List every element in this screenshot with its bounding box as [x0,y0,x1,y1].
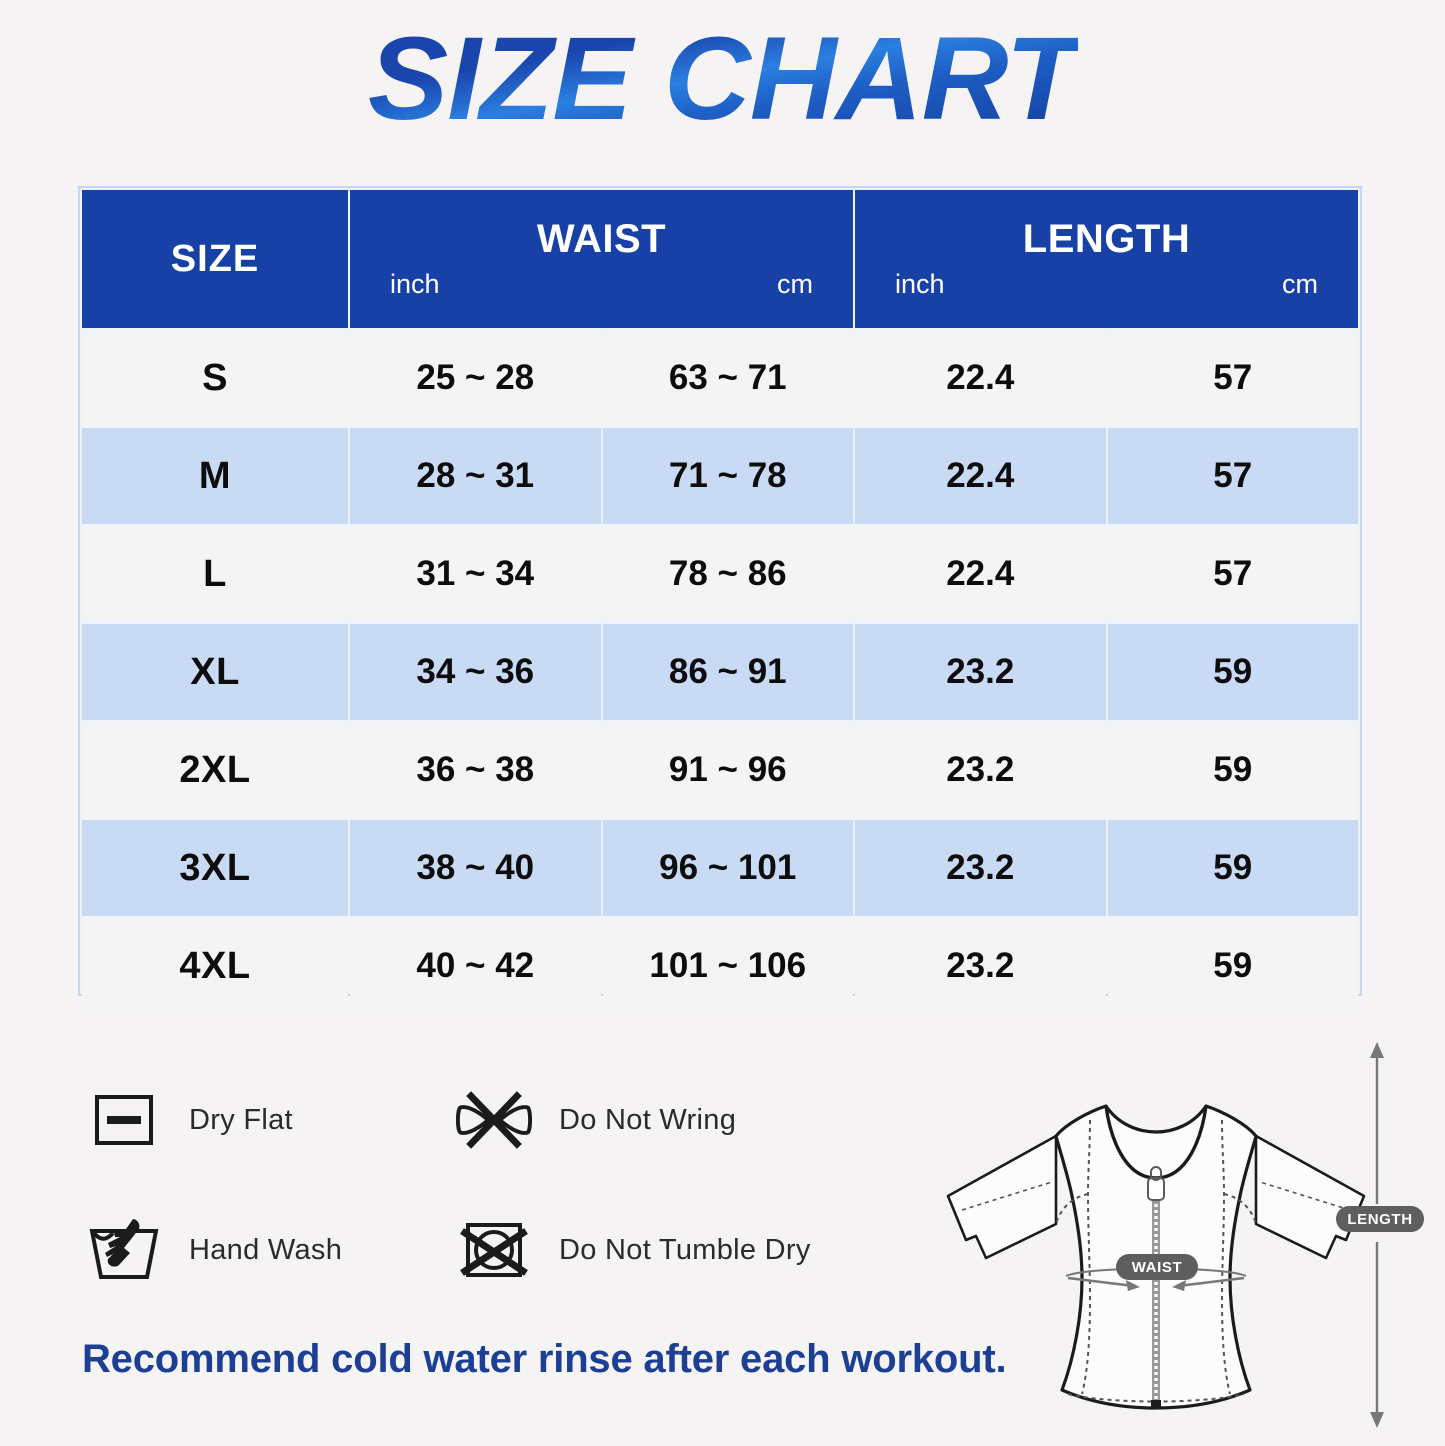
length-unit-cm: cm [1282,268,1318,299]
cell-length-cm: 57 [1107,330,1358,426]
care-item-hand-wash: Hand Wash [85,1211,455,1289]
cell-size: L [82,526,348,622]
zipper-stop [1151,1400,1161,1408]
zipper-pull [1147,1177,1165,1201]
care-note: Recommend cold water rinse after each wo… [82,1337,1007,1381]
right-armhole-seam [1223,1193,1257,1225]
care-item-dry-flat: Dry Flat [85,1081,455,1159]
cell-waist-cm: 91 ~ 96 [602,722,853,818]
cell-waist-cm: 101 ~ 106 [602,918,853,1014]
cell-waist-cm: 86 ~ 91 [602,624,853,720]
care-label-dry-flat: Dry Flat [189,1103,293,1136]
cell-waist-inch: 25 ~ 28 [350,330,601,426]
cell-waist-cm: 78 ~ 86 [602,526,853,622]
column-header-size: SIZE [82,190,348,328]
page-title: SIZE CHART [367,13,1079,145]
cell-length-inch: 23.2 [855,722,1106,818]
cell-length-cm: 59 [1107,918,1358,1014]
garment-illustration: WAIST LENGTH [938,1028,1438,1446]
size-chart-table-container: SIZE WAIST inch cm LENGTH inch cm [78,186,1362,1014]
left-armhole-seam [1055,1193,1089,1225]
waist-arrow-right-line [1177,1276,1245,1288]
column-header-length-label: LENGTH [1022,216,1191,261]
dry-flat-icon [85,1081,163,1159]
cell-size: M [82,428,348,524]
care-item-do-not-tumble-dry: Do Not Tumble Dry [455,1211,885,1289]
cell-length-cm: 57 [1107,526,1358,622]
hand-wash-icon [85,1211,163,1289]
cell-size: XL [82,624,348,720]
cell-waist-cm: 96 ~ 101 [602,820,853,916]
table-row: S 25 ~ 28 63 ~ 71 22.4 57 [82,330,1358,426]
waist-badge-label: WAIST [1132,1259,1183,1276]
cell-length-cm: 59 [1107,820,1358,916]
column-header-length: LENGTH inch cm [855,190,1358,328]
cell-waist-inch: 34 ~ 36 [350,624,601,720]
table-row: 3XL 38 ~ 40 96 ~ 101 23.2 59 [82,820,1358,916]
cell-length-inch: 22.4 [855,330,1106,426]
cell-length-inch: 22.4 [855,526,1106,622]
cell-size: 4XL [82,918,348,1014]
cell-size: 3XL [82,820,348,916]
care-instructions: Dry Flat Do Not Wring [85,1055,945,1315]
table-header-row: SIZE WAIST inch cm LENGTH inch cm [82,190,1358,328]
table-row: L 31 ~ 34 78 ~ 86 22.4 57 [82,526,1358,622]
left-seam [1081,1119,1092,1395]
cell-waist-inch: 40 ~ 42 [350,918,601,1014]
cell-size: S [82,330,348,426]
care-label-do-not-tumble-dry: Do Not Tumble Dry [559,1233,811,1266]
care-label-do-not-wring: Do Not Wring [559,1103,737,1136]
waist-units-row: inch cm [350,259,853,300]
waist-unit-inch: inch [390,268,440,299]
table-row: 2XL 36 ~ 38 91 ~ 96 23.2 59 [82,722,1358,818]
waist-arrow-right-head [1172,1280,1186,1291]
column-header-size-label: SIZE [170,237,260,280]
do-not-wring-icon [455,1081,533,1159]
cell-waist-cm: 63 ~ 71 [602,330,853,426]
cell-waist-inch: 36 ~ 38 [350,722,601,818]
size-chart-table: SIZE WAIST inch cm LENGTH inch cm [80,188,1360,1016]
waist-badge [1116,1254,1198,1280]
cell-size: 2XL [82,722,348,818]
cell-length-inch: 23.2 [855,624,1106,720]
right-seam [1220,1119,1231,1395]
cell-waist-inch: 31 ~ 34 [350,526,601,622]
cell-waist-cm: 71 ~ 78 [602,428,853,524]
cell-length-cm: 59 [1107,624,1358,720]
table-row: 4XL 40 ~ 42 101 ~ 106 23.2 59 [82,918,1358,1014]
page-title-container: SIZE CHART [0,0,1445,160]
waist-unit-cm: cm [777,268,813,299]
column-header-waist: WAIST inch cm [350,190,853,328]
cell-length-inch: 22.4 [855,428,1106,524]
cell-waist-inch: 38 ~ 40 [350,820,601,916]
cell-waist-inch: 28 ~ 31 [350,428,601,524]
table-header: SIZE WAIST inch cm LENGTH inch cm [82,190,1358,328]
do-not-tumble-dry-icon [455,1211,533,1289]
care-label-hand-wash: Hand Wash [189,1233,343,1266]
table-body: S 25 ~ 28 63 ~ 71 22.4 57 M 28 ~ 31 71 ~ 78 22.4… [82,330,1358,1014]
cell-length-inch: 23.2 [855,820,1106,916]
length-unit-inch: inch [895,268,945,299]
table-row: XL 34 ~ 36 86 ~ 91 23.2 59 [82,624,1358,720]
table-row: M 28 ~ 31 71 ~ 78 22.4 57 [82,428,1358,524]
column-header-waist-label: WAIST [536,216,667,261]
cell-length-inch: 23.2 [855,918,1106,1014]
cell-length-cm: 57 [1107,428,1358,524]
length-badge [1336,1206,1424,1232]
cell-length-cm: 59 [1107,722,1358,818]
length-badge-label: LENGTH [1347,1211,1412,1228]
length-units-row: inch cm [855,259,1358,300]
waist-arrow-left-head [1126,1280,1140,1291]
waist-arrow-left-line [1067,1276,1135,1288]
care-item-do-not-wring: Do Not Wring [455,1081,885,1159]
length-arrow-down-head [1370,1412,1384,1428]
zipper-pull-tab [1150,1166,1162,1181]
length-arrow-up-head [1370,1042,1384,1058]
